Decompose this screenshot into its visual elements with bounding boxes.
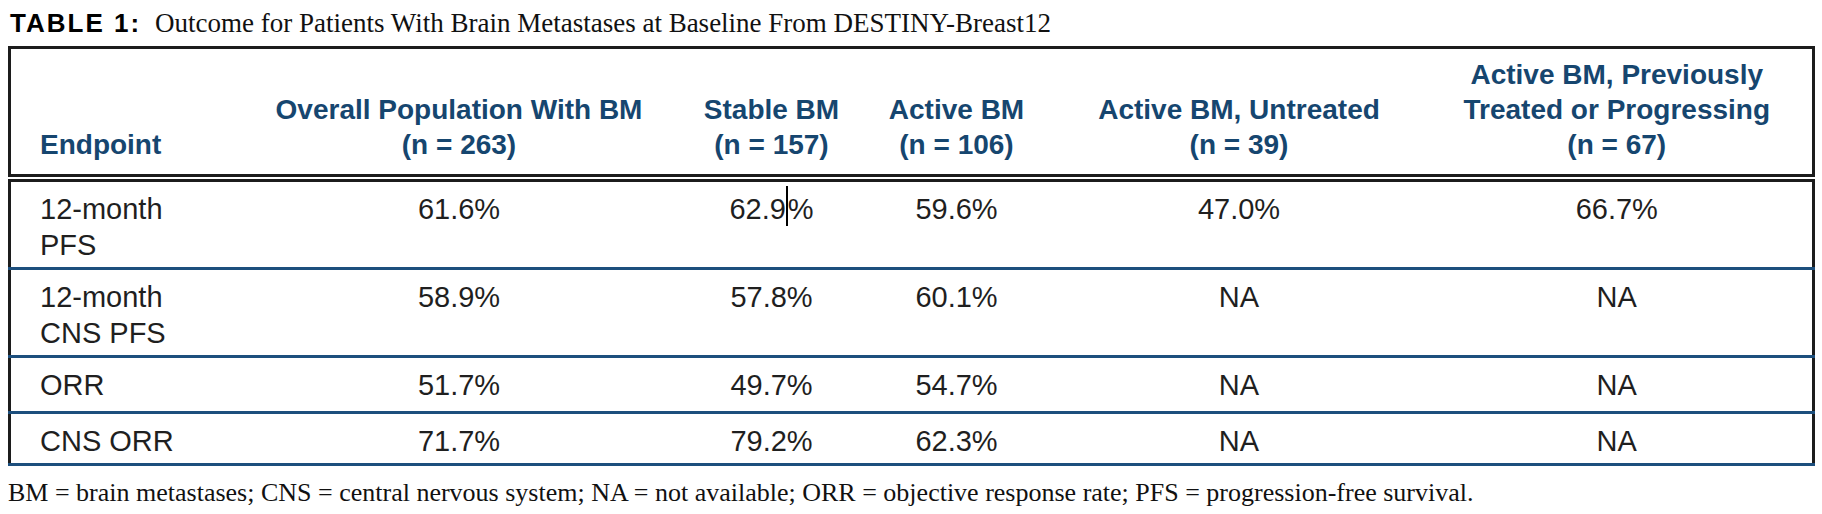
column-header-active-bm[interactable]: Active BM (n = 106) — [857, 48, 1057, 179]
column-header-active-bm-previously-treated[interactable]: Active BM, Previously Treated or Progres… — [1422, 48, 1814, 179]
cell-cns-orr-active-bm[interactable]: 62.3% — [857, 413, 1057, 465]
cell-12-month-cns-pfs-previously-treated[interactable]: NA — [1422, 269, 1814, 357]
cell-endpoint-cns-orr[interactable]: CNS ORR — [10, 413, 232, 465]
column-header-endpoint[interactable]: Endpoint — [10, 48, 232, 179]
column-header-active-bm-untreated[interactable]: Active BM, Untreated (n = 39) — [1057, 48, 1422, 179]
table-number-label[interactable]: TABLE 1: — [10, 8, 141, 39]
outcomes-table: Endpoint Overall Population With BM (n =… — [8, 46, 1815, 466]
cell-orr-active-bm[interactable]: 54.7% — [857, 357, 1057, 413]
table-caption: TABLE 1: Outcome for Patients With Brain… — [0, 0, 1822, 46]
table-row-12-month-pfs: 12-month PFS 61.6% 62.9% 59.6% 47.0% 66.… — [10, 178, 1814, 269]
cell-12-month-pfs-overall[interactable]: 61.6% — [232, 178, 687, 269]
cell-endpoint-12-month-cns-pfs[interactable]: 12-month CNS PFS — [10, 269, 232, 357]
column-header-stable-bm[interactable]: Stable BM (n = 157) — [687, 48, 857, 179]
cell-cns-orr-overall[interactable]: 71.7% — [232, 413, 687, 465]
cell-12-month-pfs-previously-treated[interactable]: 66.7% — [1422, 178, 1814, 269]
cell-12-month-cns-pfs-overall[interactable]: 58.9% — [232, 269, 687, 357]
table-row-12-month-cns-pfs: 12-month CNS PFS 58.9% 57.8% 60.1% NA NA — [10, 269, 1814, 357]
cell-cns-orr-previously-treated[interactable]: NA — [1422, 413, 1814, 465]
cell-endpoint-12-month-pfs[interactable]: 12-month PFS — [10, 178, 232, 269]
cell-12-month-pfs-untreated[interactable]: 47.0% — [1057, 178, 1422, 269]
cell-12-month-cns-pfs-untreated[interactable]: NA — [1057, 269, 1422, 357]
cell-12-month-pfs-stable-bm[interactable]: 62.9% — [687, 178, 857, 269]
table-title[interactable]: Outcome for Patients With Brain Metastas… — [155, 8, 1051, 39]
cell-12-month-cns-pfs-stable-bm[interactable]: 57.8% — [687, 269, 857, 357]
cell-orr-overall[interactable]: 51.7% — [232, 357, 687, 413]
cell-12-month-pfs-active-bm[interactable]: 59.6% — [857, 178, 1057, 269]
cell-12-month-cns-pfs-active-bm[interactable]: 60.1% — [857, 269, 1057, 357]
cell-orr-previously-treated[interactable]: NA — [1422, 357, 1814, 413]
header-row: Endpoint Overall Population With BM (n =… — [10, 48, 1814, 179]
cell-orr-untreated[interactable]: NA — [1057, 357, 1422, 413]
cell-endpoint-orr[interactable]: ORR — [10, 357, 232, 413]
table-row-orr: ORR 51.7% 49.7% 54.7% NA NA — [10, 357, 1814, 413]
table-row-cns-orr: CNS ORR 71.7% 79.2% 62.3% NA NA — [10, 413, 1814, 465]
cell-orr-stable-bm[interactable]: 49.7% — [687, 357, 857, 413]
cell-cns-orr-stable-bm[interactable]: 79.2% — [687, 413, 857, 465]
abbreviations-footnote[interactable]: BM = brain metastases; CNS = central ner… — [8, 478, 1822, 508]
cell-cns-orr-untreated[interactable]: NA — [1057, 413, 1422, 465]
column-header-overall-population-with-bm[interactable]: Overall Population With BM (n = 263) — [232, 48, 687, 179]
